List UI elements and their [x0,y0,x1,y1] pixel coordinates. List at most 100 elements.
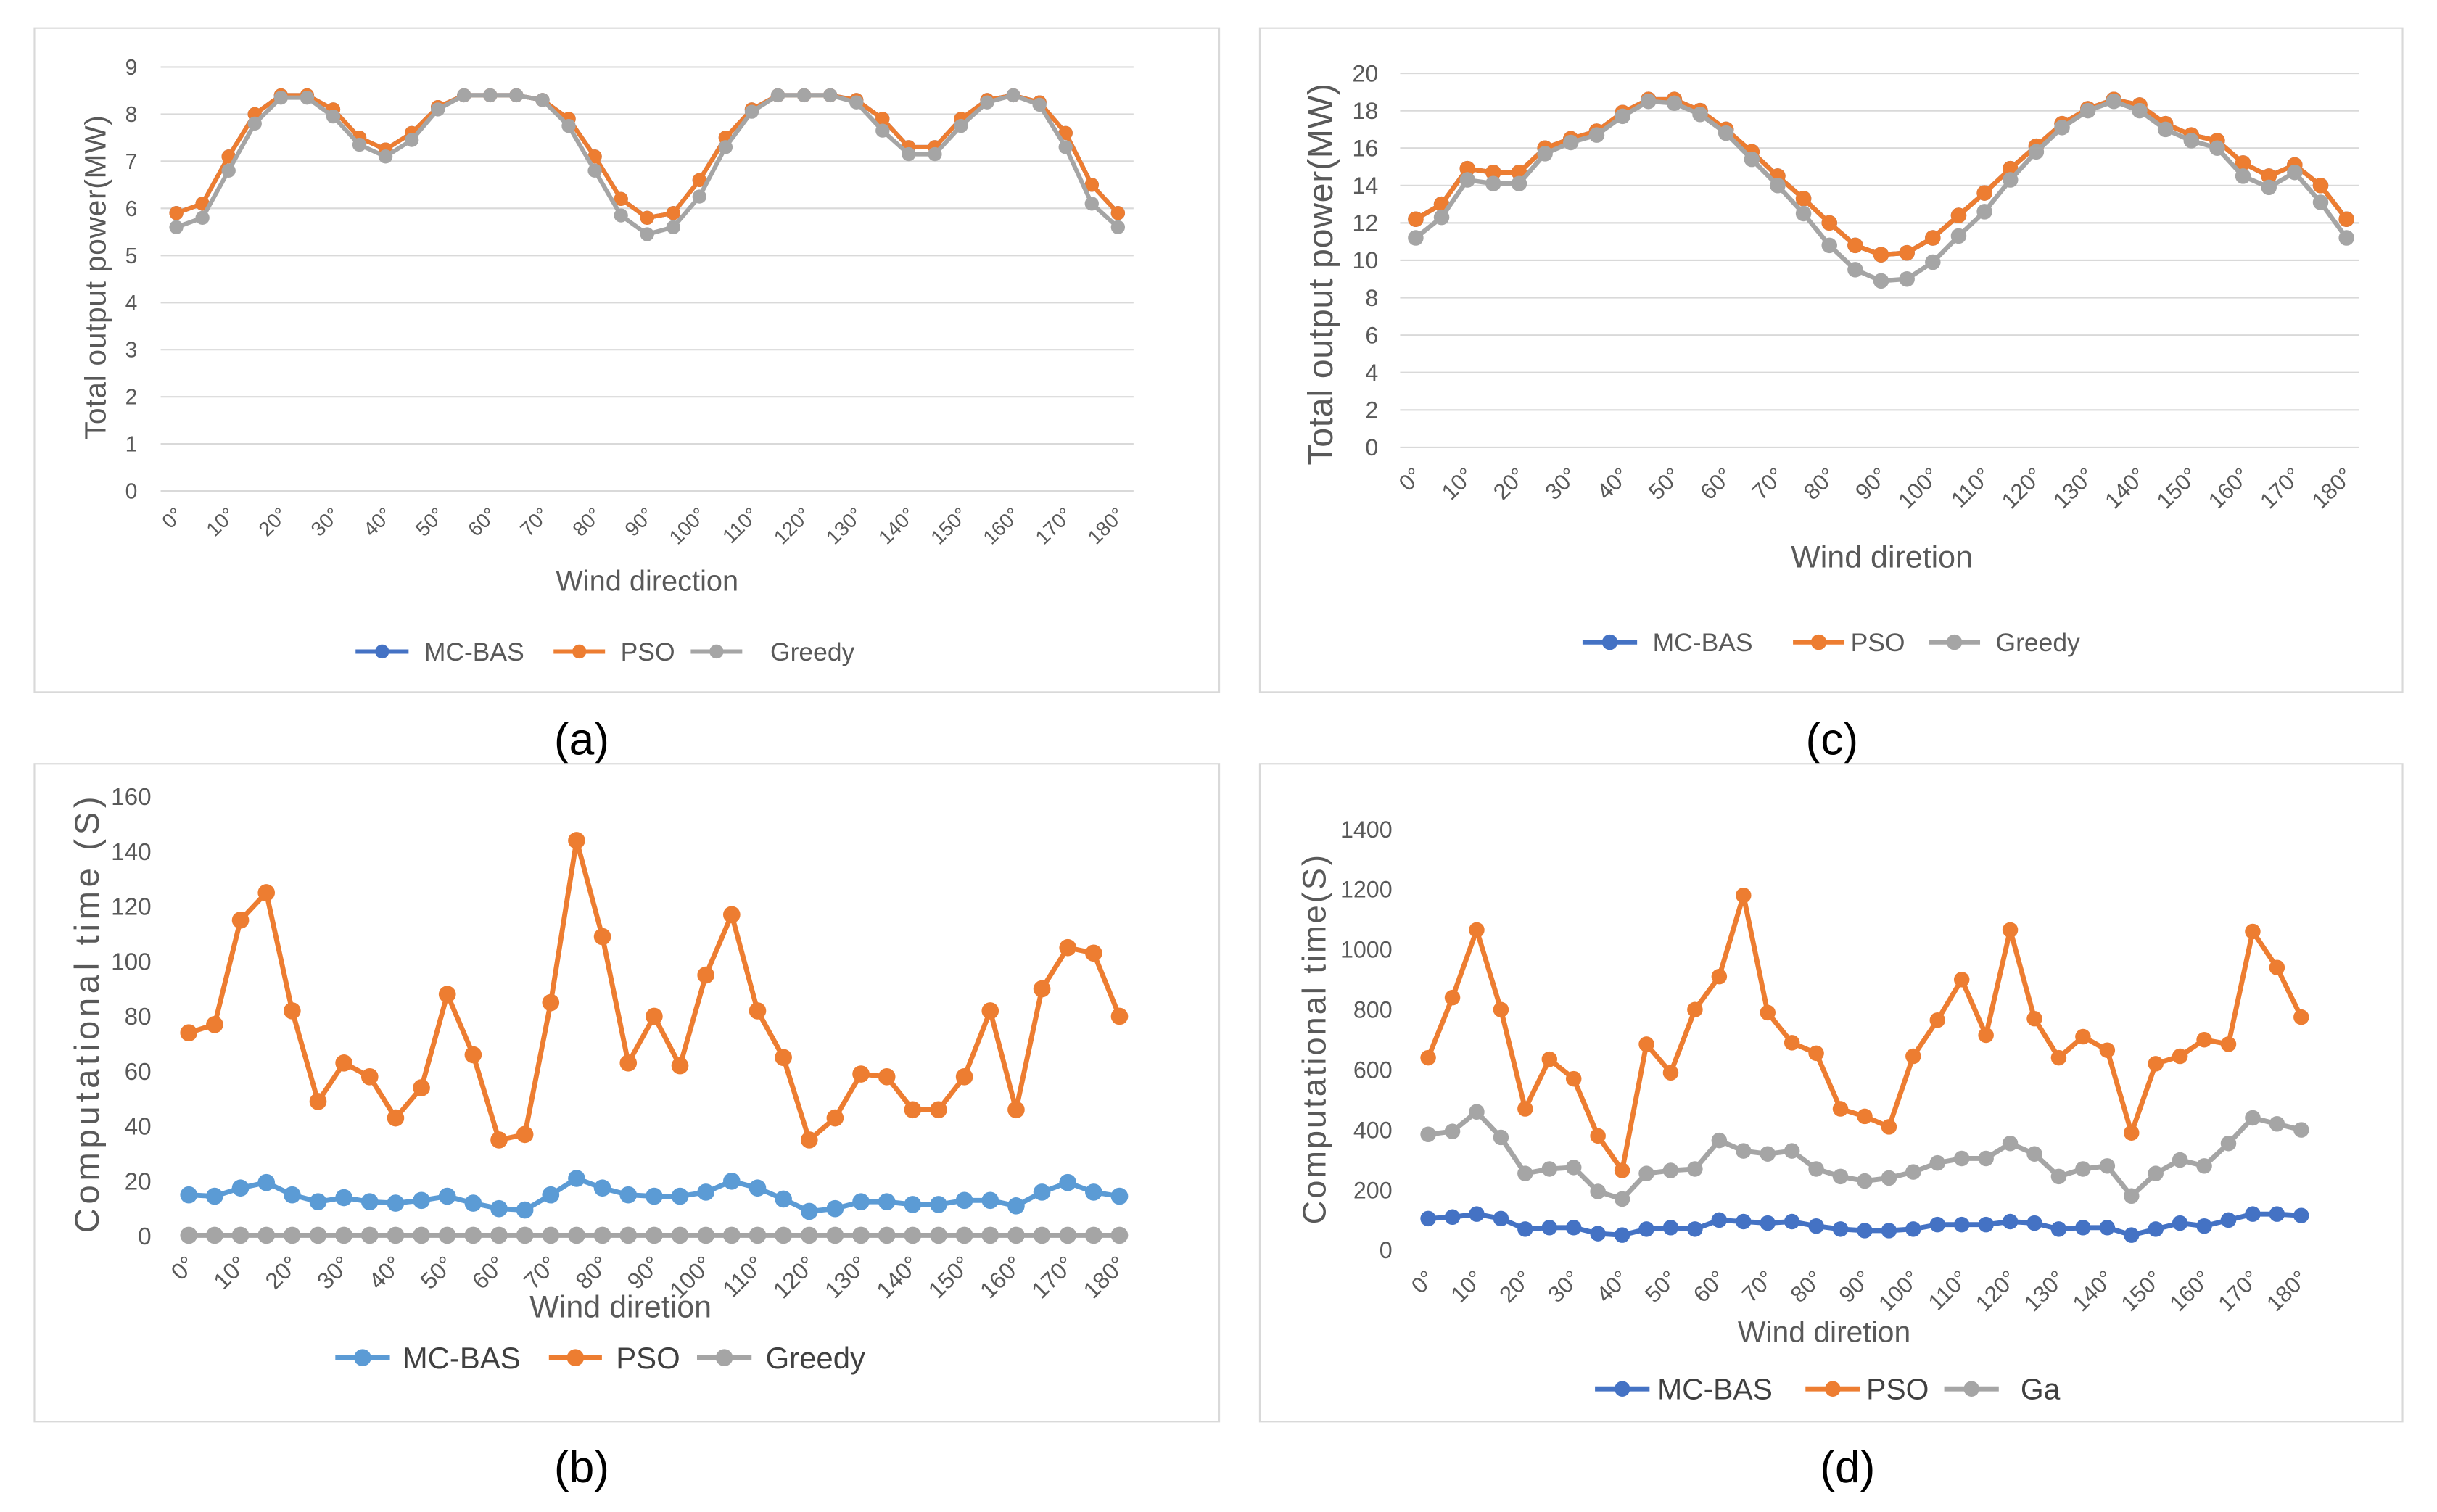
pso-point [568,832,585,849]
pso-point [723,906,741,924]
legend-label: Greedy [766,1341,865,1375]
pso-point [2261,168,2277,184]
pso-point [1881,1119,1897,1135]
mc-bas-point [723,1172,741,1190]
ga-point [2075,1161,2091,1177]
series-pso [1420,887,2309,1178]
mc-bas-point [1059,1173,1077,1191]
panel-caption: (a) [554,714,609,764]
pso-point [614,191,628,206]
ga-point [1784,1143,1800,1159]
pso-point [1808,1045,1824,1062]
pso-point [2050,1049,2067,1066]
greedy-point [490,1226,508,1244]
pso-point [1953,972,1970,988]
greedy-point [509,88,524,103]
panel-caption: (b) [554,1442,609,1492]
greedy-point [1433,209,1450,226]
y-tick-label: 2 [125,386,138,410]
greedy-point [378,149,393,164]
mc-bas-point [206,1187,223,1205]
greedy-point [666,220,680,234]
pso-point [1687,1001,1703,1017]
greedy-point [1110,1226,1129,1244]
pso-point [2312,178,2329,194]
mc-bas-point [800,1202,818,1220]
greedy-point [619,1226,638,1244]
pso-point [904,1101,922,1119]
pso-point [360,1067,379,1086]
pso-point [231,912,250,929]
pso-point [309,1093,327,1110]
pso-point [413,1079,430,1096]
mc-bas-point [1929,1216,1946,1233]
pso-point [1565,1070,1582,1087]
ga-point [2050,1168,2067,1185]
mc-bas-point [1784,1213,1800,1230]
pso-point [646,1007,663,1025]
pso-point [2124,1125,2140,1141]
greedy-point [671,1226,689,1244]
greedy-point [568,1226,585,1244]
greedy-point [2261,179,2277,196]
legend: MC-BAS PSO Greedy [335,1341,865,1375]
pso-point [749,1002,767,1020]
ga-point [1832,1168,1849,1185]
ga-point [1953,1150,1970,1167]
y-tick-label: 80 [125,1004,152,1030]
pso-point [1736,887,1752,904]
panel-caption: (c) [1805,714,1858,764]
mc-bas-point [878,1193,896,1211]
pso-point [1905,1048,1921,1065]
mc-bas-point [1614,1227,1630,1243]
greedy-point [247,116,262,131]
pso-point [2220,1036,2237,1052]
legend-label: PSO [621,637,675,666]
y-axis-title: Computational time(S) [1296,855,1333,1224]
pso-point [2172,1048,2188,1065]
greedy-point [2003,172,2019,188]
greedy-point [904,1226,922,1244]
greedy-point [404,133,419,147]
mc-bas-point [593,1179,611,1197]
y-tick-label: 400 [1353,1117,1393,1143]
mc-bas-point [2220,1212,2237,1228]
ga-point [2220,1135,2237,1152]
pso-point [1662,1065,1679,1081]
pso-point [284,1002,301,1020]
mc-bas-point [852,1193,870,1211]
legend-entry-mc-bas: MC-BAS [1582,628,1753,657]
legend-label: PSO [1866,1372,1929,1405]
pso-point [1760,1004,1776,1021]
greedy-point [744,104,759,119]
greedy-point [387,1226,405,1244]
series-greedy [169,88,1126,241]
greedy-point [1588,127,1605,143]
greedy-point [284,1226,301,1244]
ga-point [1493,1129,1509,1146]
greedy-point [1058,140,1073,154]
legend-swatch-marker [572,644,587,659]
greedy-point [1899,271,1915,287]
mc-bas-point [2269,1206,2285,1222]
pso-point [1493,1001,1509,1017]
greedy-point [352,137,367,152]
y-tick-label: 0 [1365,434,1378,460]
greedy-point [1718,125,1734,141]
mc-bas-point [284,1186,301,1204]
y-tick-label: 14 [1352,173,1378,199]
ga-point [1929,1154,1946,1171]
pso-point [852,1065,870,1083]
mc-bas-point [1590,1226,1606,1242]
mc-bas-point [257,1173,276,1191]
ga-point [1444,1123,1461,1139]
pso-point [1459,160,1475,177]
legend-entry-ga: Ga [1944,1372,2061,1405]
y-tick-label: 100 [111,949,152,975]
y-tick-label: 9 [125,56,138,80]
greedy-point [1085,1226,1102,1244]
y-tick-label: 0 [138,1223,152,1250]
